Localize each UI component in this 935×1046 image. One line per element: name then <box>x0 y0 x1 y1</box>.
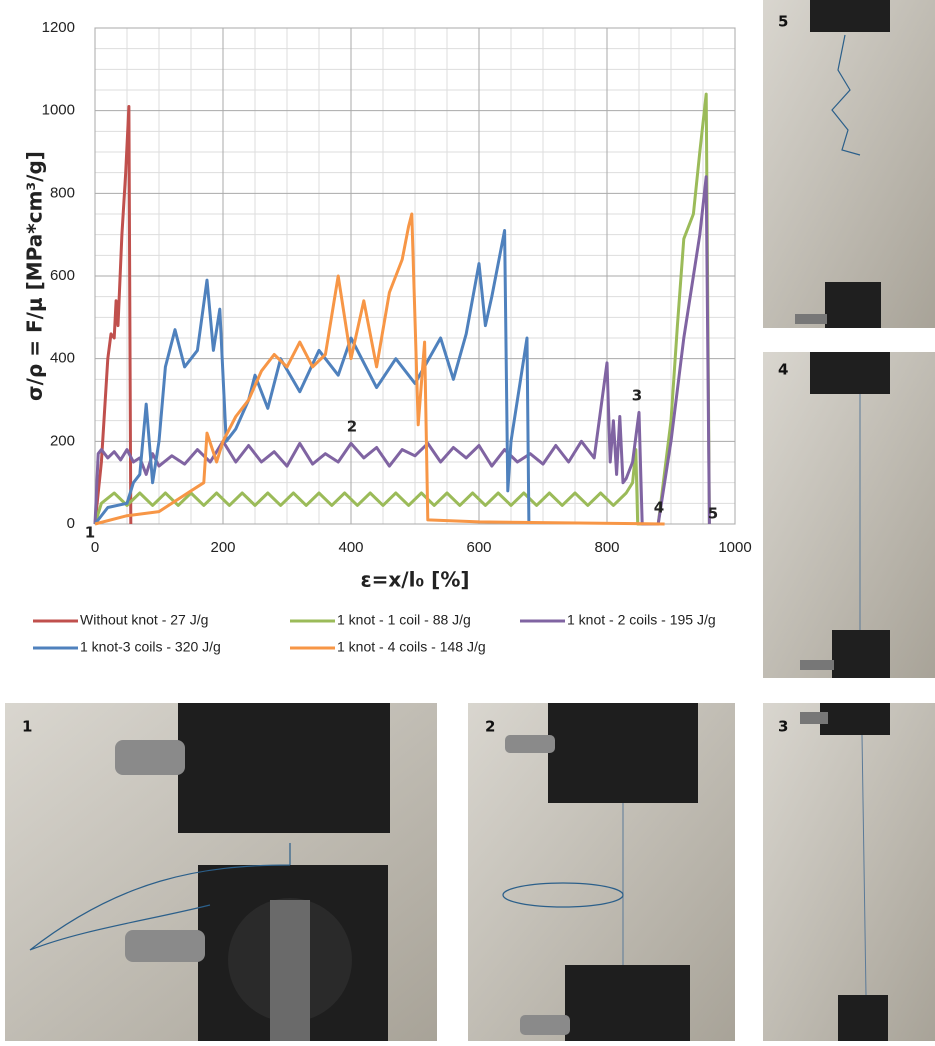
y-tick-label: 400 <box>50 350 75 367</box>
data-line <box>93 229 531 525</box>
x-tick-label: 800 <box>594 539 619 556</box>
y-tick-label: 0 <box>67 515 75 532</box>
photo-3: 3 <box>763 703 935 1041</box>
annotation: 4 <box>654 499 664 517</box>
y-axis-label: σ/ρ = F/μ [MPa*cm³/g] <box>23 151 47 401</box>
legend-label: Without knot - 27 J/g <box>80 612 208 628</box>
photo-2: 2 <box>468 703 735 1041</box>
x-axis-label: ε=x/l₀ [%] <box>361 568 470 592</box>
y-tick-label: 200 <box>50 432 75 449</box>
photo-1: 1 <box>5 703 437 1041</box>
legend-label: 1 knot - 2 coils - 195 J/g <box>567 612 716 628</box>
photo-label: 2 <box>485 718 495 736</box>
annotation: 3 <box>632 387 642 405</box>
photo-label: 3 <box>778 718 788 736</box>
data-line <box>93 105 133 525</box>
y-tick-label: 600 <box>50 267 75 284</box>
x-tick-label: 400 <box>338 539 363 556</box>
y-tick-label: 1000 <box>42 102 75 119</box>
x-tick-label: 600 <box>466 539 491 556</box>
annotation: 2 <box>347 418 357 436</box>
y-tick-label: 1200 <box>42 19 75 36</box>
x-tick-label: 1000 <box>718 539 751 556</box>
photo-4: 4 <box>763 352 935 678</box>
annotation: 5 <box>708 505 718 523</box>
legend-label: 1 knot - 1 coil - 88 J/g <box>337 612 471 628</box>
photo-label: 4 <box>778 361 788 379</box>
photo-label: 5 <box>778 13 788 31</box>
data-line <box>94 212 665 526</box>
legend-label: 1 knot - 4 coils - 148 J/g <box>337 639 486 655</box>
y-tick-label: 800 <box>50 184 75 201</box>
photo-5: 5 <box>763 0 935 328</box>
legend-label: 1 knot-3 coils - 320 J/g <box>80 639 221 655</box>
photo-label: 1 <box>22 718 32 736</box>
x-tick-label: 200 <box>210 539 235 556</box>
data-line <box>93 175 711 526</box>
x-tick-label: 0 <box>91 539 99 556</box>
annotation: 1 <box>85 524 95 542</box>
